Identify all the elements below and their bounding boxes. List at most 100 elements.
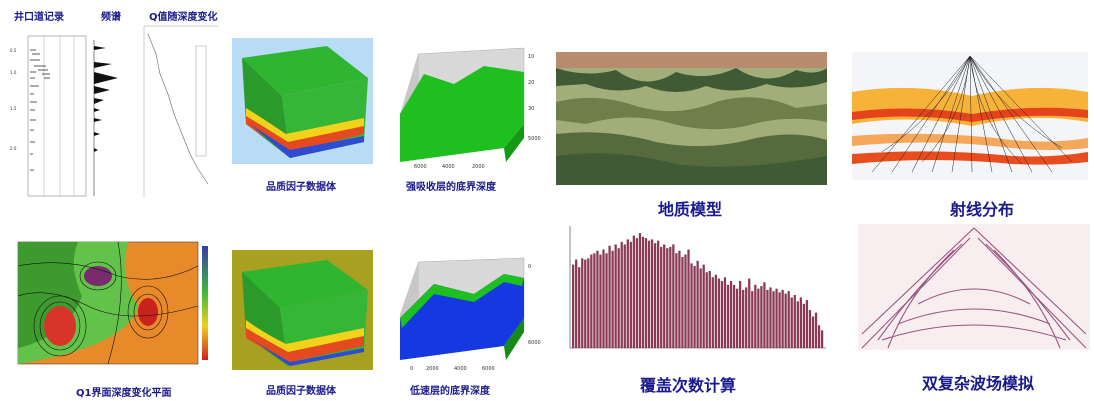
quality-cube-top bbox=[232, 38, 373, 164]
fold-bar bbox=[699, 268, 702, 348]
fold-bar bbox=[811, 316, 815, 348]
fold-bar bbox=[790, 297, 793, 348]
svg-text:1.5: 1.5 bbox=[10, 106, 17, 111]
fold-bar bbox=[799, 297, 802, 348]
fold-bar bbox=[653, 243, 657, 348]
fold-bar bbox=[681, 257, 684, 348]
fold-bar bbox=[614, 244, 617, 348]
caption-wavefield: 双复杂波场模拟 bbox=[922, 374, 1035, 393]
caption-fold: 覆盖次数计算 bbox=[640, 376, 737, 395]
fold-bar bbox=[611, 250, 614, 348]
caption-q-depth: Q值随深度变化 bbox=[149, 12, 218, 23]
fold-bar bbox=[714, 274, 717, 348]
fold-bar bbox=[669, 246, 672, 348]
svg-text:20: 20 bbox=[528, 80, 534, 86]
svg-text:6000: 6000 bbox=[414, 164, 427, 170]
svg-text:5000: 5000 bbox=[528, 136, 541, 142]
fold-bar bbox=[602, 249, 605, 348]
fold-bar bbox=[702, 264, 705, 348]
strong-absorb-surface: 6000 4000 2000 10 20 30 5000 bbox=[394, 44, 546, 170]
caption-geo-model: 地质模型 bbox=[658, 200, 723, 219]
fold-bar bbox=[672, 244, 675, 348]
fold-coverage-chart bbox=[560, 222, 830, 362]
wavefield-simulation bbox=[858, 224, 1090, 350]
fold-bar bbox=[754, 284, 757, 348]
fold-bar bbox=[817, 325, 821, 348]
fold-bar bbox=[726, 284, 730, 348]
q-depth-plot bbox=[142, 24, 220, 199]
fold-bar bbox=[675, 253, 678, 348]
fold-bar bbox=[620, 241, 623, 348]
caption-well-log: 井口道记录 bbox=[14, 12, 64, 23]
fold-bar bbox=[808, 310, 812, 348]
fold-bar bbox=[678, 250, 681, 348]
fold-bar bbox=[738, 281, 742, 348]
fold-bar bbox=[769, 287, 772, 348]
fold-bar bbox=[617, 248, 620, 348]
fold-bar bbox=[742, 289, 745, 348]
caption-q1-plane: Q1界面深度变化平面 bbox=[76, 388, 172, 399]
fold-bar bbox=[778, 292, 781, 348]
svg-text:4000: 4000 bbox=[454, 366, 467, 372]
fold-bar bbox=[772, 291, 775, 348]
fold-bar bbox=[599, 254, 602, 348]
fold-bar bbox=[644, 238, 648, 348]
fold-bar bbox=[784, 293, 787, 348]
well-log-plot: 0.5 1.0 1.5 2.0 bbox=[4, 30, 96, 200]
fold-bar bbox=[638, 233, 642, 348]
caption-ray: 射线分布 bbox=[950, 200, 1015, 219]
fold-bar bbox=[596, 250, 599, 348]
fold-bar bbox=[735, 288, 739, 348]
svg-text:0: 0 bbox=[528, 264, 531, 270]
fold-bar bbox=[748, 278, 751, 348]
fold-bar bbox=[787, 291, 790, 348]
fold-bar bbox=[623, 244, 626, 348]
fold-bar bbox=[696, 260, 699, 348]
fold-bar bbox=[732, 284, 736, 348]
fold-bar bbox=[760, 286, 763, 348]
fold-bar bbox=[666, 248, 669, 348]
fold-bar bbox=[687, 249, 690, 348]
fold-bar bbox=[720, 281, 724, 348]
fold-bar bbox=[775, 288, 778, 348]
fold-bar bbox=[660, 246, 663, 348]
fold-bar bbox=[684, 254, 687, 348]
svg-text:0: 0 bbox=[410, 366, 413, 372]
fold-bar bbox=[814, 312, 818, 348]
fold-bar bbox=[584, 259, 587, 348]
fold-bar bbox=[605, 253, 608, 348]
fold-bar bbox=[802, 303, 806, 348]
fold-bar bbox=[729, 281, 733, 348]
fold-bar bbox=[572, 264, 575, 348]
fold-bar bbox=[629, 241, 632, 348]
spectrum-plot bbox=[90, 38, 130, 198]
ray-distribution bbox=[852, 52, 1088, 180]
caption-quality-cube-1: 品质因子数据体 bbox=[266, 182, 336, 193]
fold-bar bbox=[793, 294, 796, 348]
quality-cube-bottom bbox=[232, 250, 373, 370]
fold-bar bbox=[626, 239, 629, 348]
geo-model-section bbox=[556, 52, 827, 185]
fold-bar bbox=[635, 238, 639, 348]
fold-bar bbox=[711, 277, 714, 348]
fold-bar bbox=[575, 259, 578, 348]
low-velocity-surface: 0 2000 4000 6000 0 6000 bbox=[394, 254, 546, 374]
svg-text:2000: 2000 bbox=[426, 366, 439, 372]
caption-strong-absorb: 强吸收层的底界深度 bbox=[406, 182, 496, 193]
fold-bar bbox=[647, 240, 651, 348]
svg-text:2.0: 2.0 bbox=[10, 146, 17, 151]
fold-bar bbox=[578, 267, 581, 348]
fold-bar bbox=[587, 258, 590, 348]
fold-bar bbox=[593, 253, 596, 348]
fold-bar bbox=[751, 291, 754, 348]
fold-bar bbox=[663, 244, 666, 348]
fold-bar bbox=[717, 278, 721, 348]
fold-bar bbox=[650, 239, 654, 348]
fold-bar bbox=[581, 258, 584, 348]
fold-bar-chart bbox=[569, 226, 826, 349]
svg-text:2000: 2000 bbox=[472, 164, 485, 170]
caption-low-velocity: 低速层的底界深度 bbox=[410, 386, 490, 397]
fold-bar bbox=[590, 254, 593, 348]
caption-quality-cube-2: 品质因子数据体 bbox=[266, 386, 336, 397]
fold-bar bbox=[690, 263, 693, 348]
